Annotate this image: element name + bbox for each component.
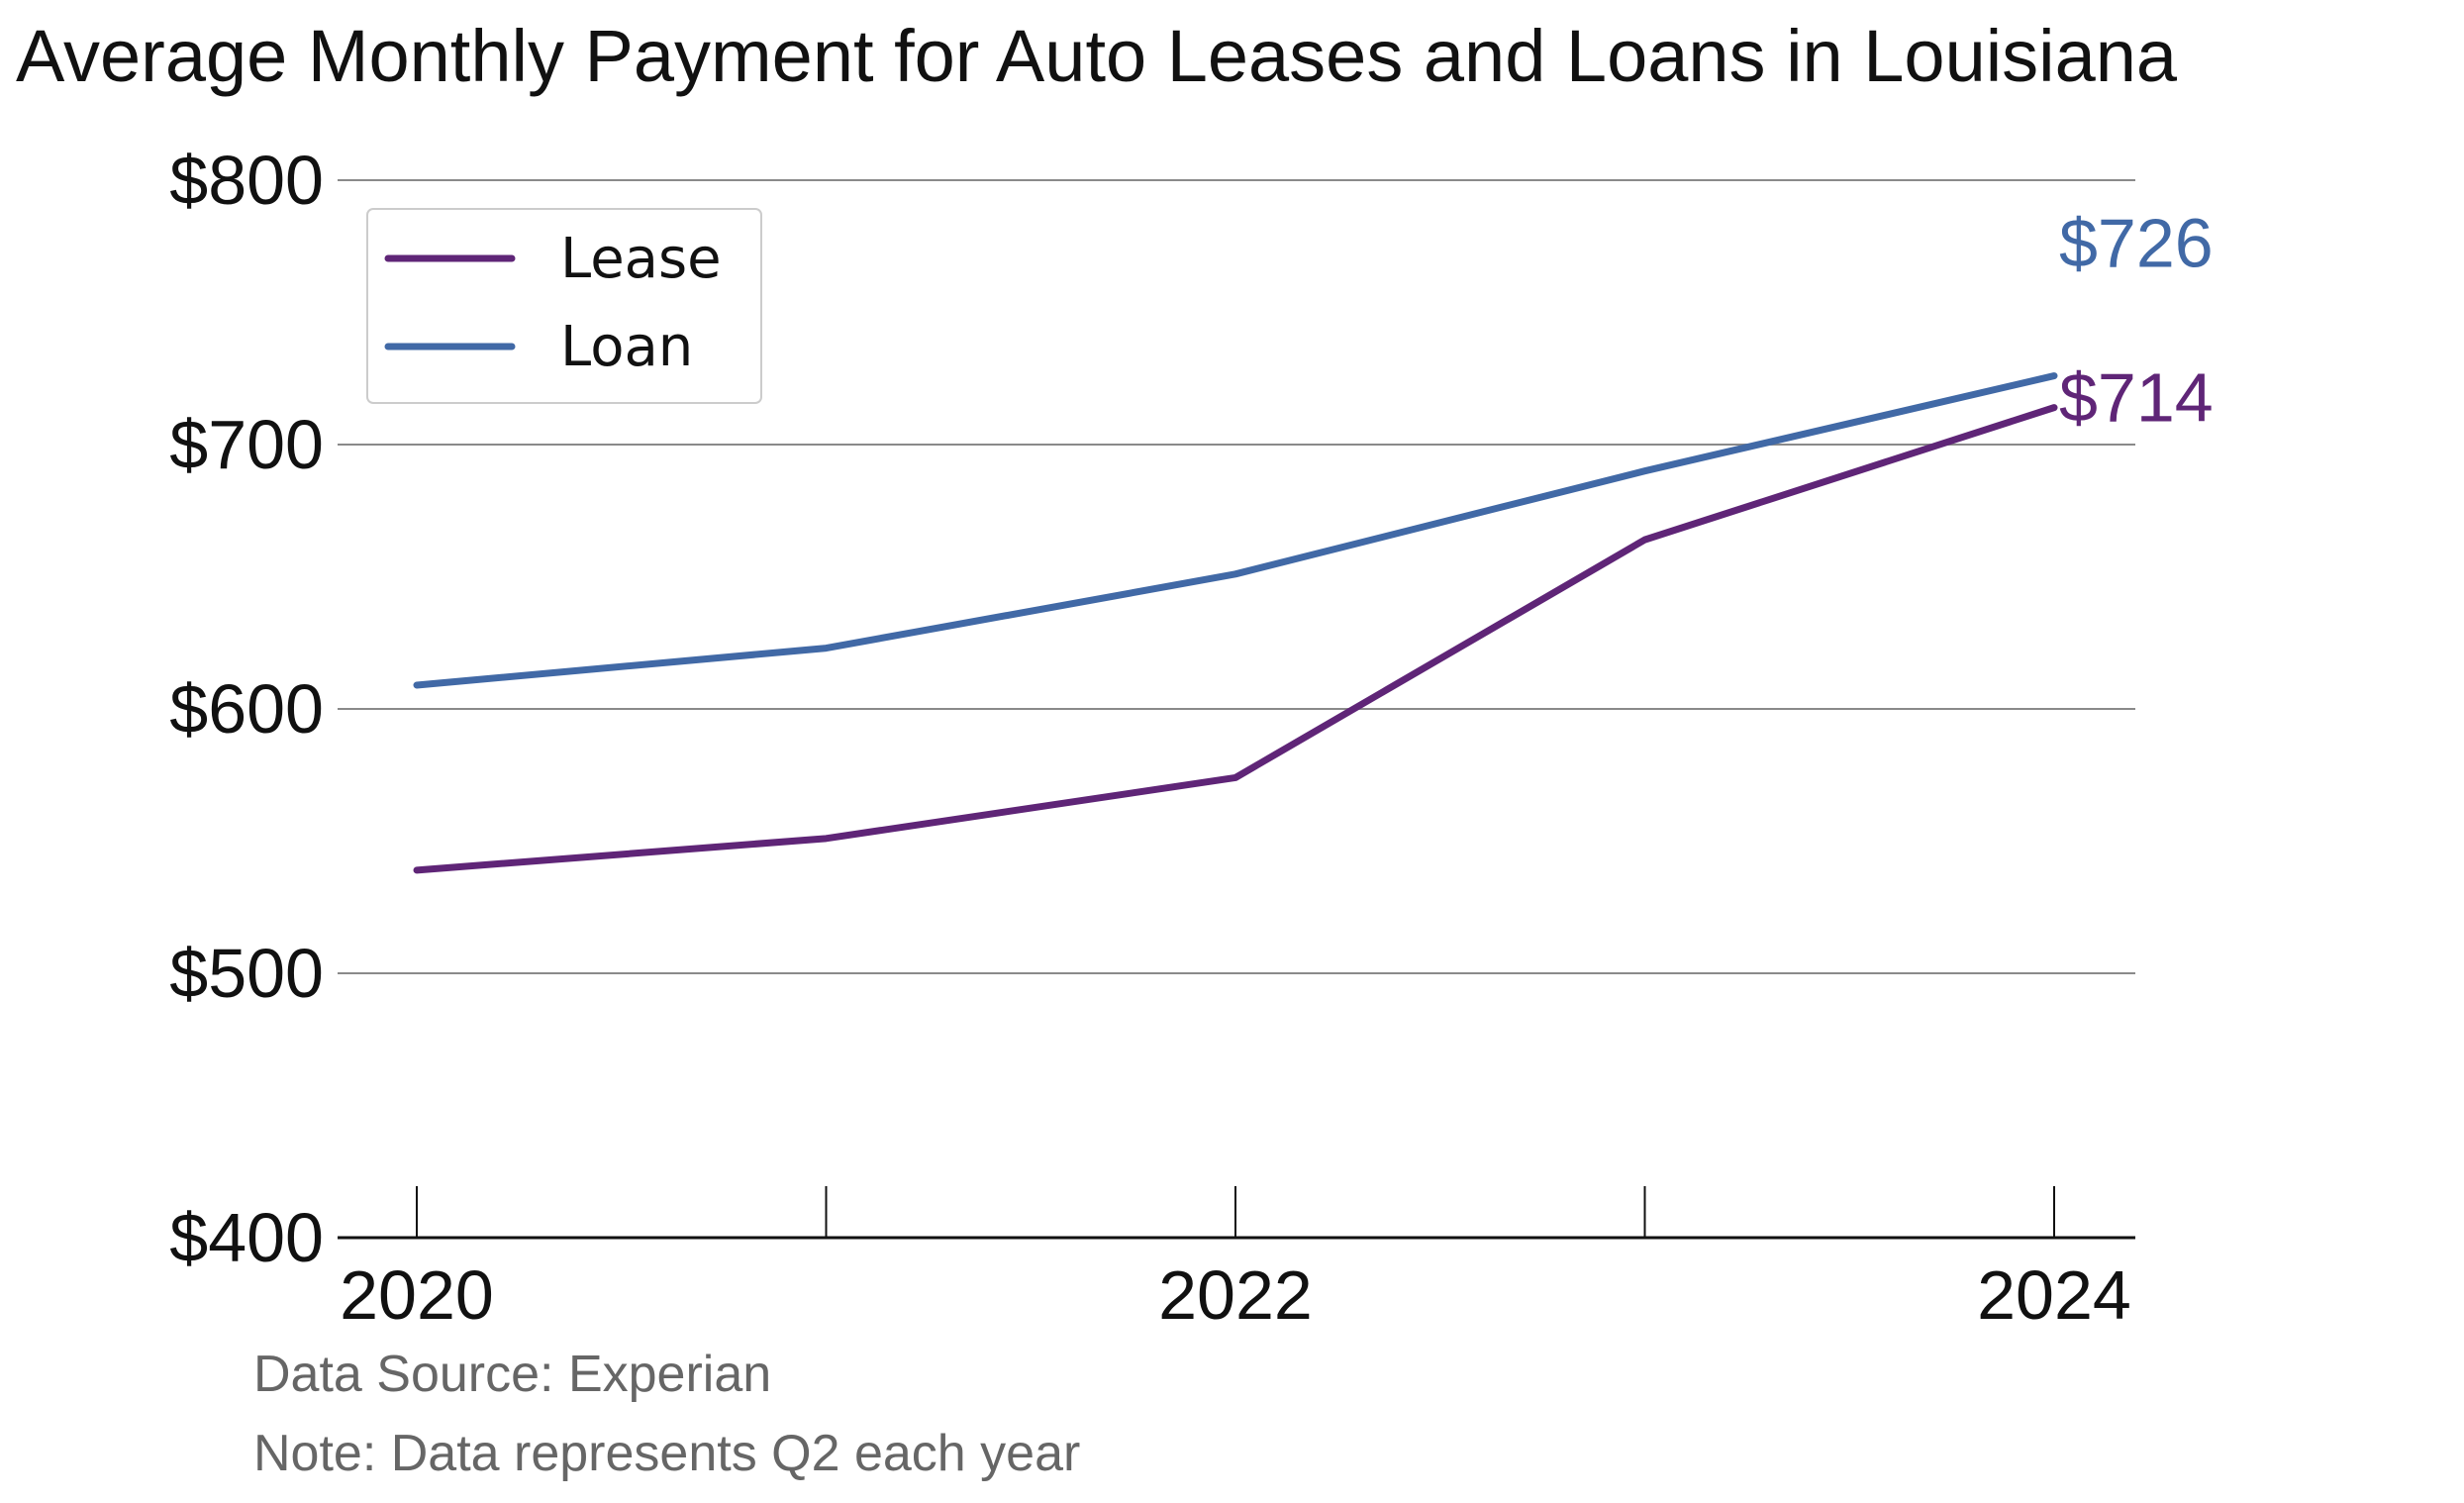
y-tick-label: $600 bbox=[169, 670, 324, 748]
legend-label-lease: Lease bbox=[560, 227, 722, 291]
axes: $400 $500 $600 $700 $800 2020 2022 2024 bbox=[169, 142, 2135, 1334]
end-label-lease: $714 bbox=[2059, 359, 2214, 437]
legend: Lease Loan bbox=[366, 208, 762, 404]
data-source-note: Data Source: Experian bbox=[253, 1346, 771, 1403]
end-labels: $714 $726 bbox=[2059, 205, 2214, 437]
end-label-loan: $726 bbox=[2059, 205, 2214, 282]
y-tick-label: $400 bbox=[169, 1199, 324, 1276]
y-tick-label: $500 bbox=[169, 935, 324, 1012]
y-tick-label: $700 bbox=[169, 406, 324, 483]
series-line-lease bbox=[413, 404, 2058, 874]
x-tick-label: 2024 bbox=[1977, 1256, 2131, 1334]
chart-title: Average Monthly Payment for Auto Leases … bbox=[16, 15, 2178, 97]
gridlines bbox=[338, 179, 2135, 974]
series-line-loan bbox=[413, 372, 2058, 689]
x-tick-label: 2020 bbox=[340, 1256, 494, 1334]
y-tick-label: $800 bbox=[169, 142, 324, 219]
series-lines bbox=[413, 372, 2058, 874]
x-tick-label: 2022 bbox=[1158, 1256, 1313, 1334]
data-note: Note: Data represents Q2 each year bbox=[253, 1425, 1080, 1482]
legend-label-loan: Loan bbox=[560, 315, 693, 379]
